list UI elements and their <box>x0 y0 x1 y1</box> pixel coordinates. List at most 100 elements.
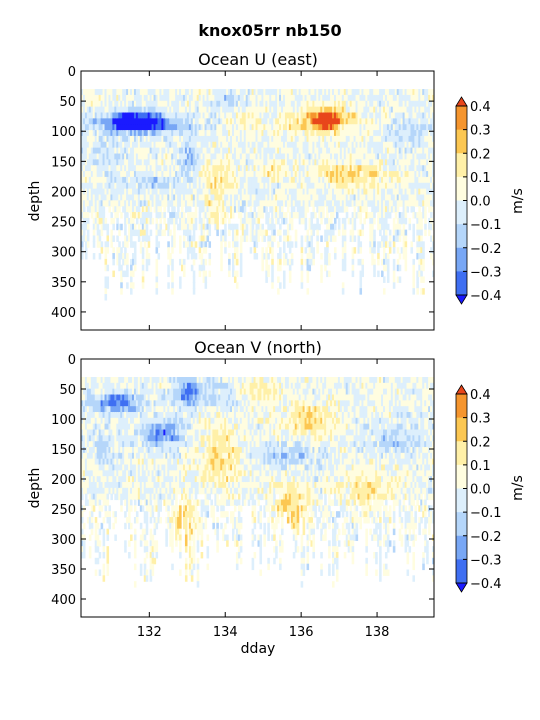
heatmap-cell <box>390 124 394 131</box>
heatmap-cell <box>222 200 225 207</box>
heatmap-cell <box>261 188 264 196</box>
heatmap-cell <box>110 94 113 102</box>
heatmap-cell <box>86 194 90 201</box>
heatmap-cell <box>88 493 92 501</box>
heatmap-cell <box>330 182 333 190</box>
heatmap-cell <box>418 253 421 260</box>
heatmap-cell <box>377 112 380 119</box>
heatmap-cell <box>322 118 325 125</box>
heatmap-cell <box>194 165 198 172</box>
heatmap-cell <box>357 100 361 108</box>
heatmap-cell <box>300 253 304 260</box>
heatmap-cell <box>398 118 402 125</box>
heatmap-cell <box>118 124 121 131</box>
heatmap-cell <box>232 241 235 248</box>
heatmap-cell <box>163 94 166 102</box>
heatmap-cell <box>286 135 290 143</box>
heatmap-cell <box>218 141 221 149</box>
heatmap-cell <box>267 106 270 114</box>
heatmap-cell <box>84 447 88 454</box>
heatmap-cell <box>428 176 431 184</box>
heatmap-cell <box>386 118 390 125</box>
heatmap-cell <box>249 194 253 201</box>
heatmap-cell <box>100 141 104 149</box>
heatmap-cell <box>88 487 92 495</box>
heatmap-cell <box>428 223 431 231</box>
heatmap-cell <box>194 100 198 108</box>
heatmap-cell <box>141 188 145 196</box>
heatmap-cell <box>118 112 121 119</box>
heatmap-cell <box>320 165 323 172</box>
heatmap-cell <box>245 124 249 131</box>
heatmap-cell <box>239 270 243 278</box>
heatmap-cell <box>192 112 196 119</box>
heatmap-cell <box>122 188 125 196</box>
heatmap-cell <box>118 147 121 155</box>
heatmap-cell <box>422 153 425 160</box>
heatmap-cell <box>294 159 298 166</box>
heatmap-cell <box>426 188 429 196</box>
heatmap-cell <box>173 141 176 149</box>
heatmap-cell <box>177 135 180 143</box>
heatmap-cell <box>363 153 366 160</box>
heatmap-cell <box>345 130 349 137</box>
heatmap-cell <box>112 135 115 143</box>
heatmap-cell <box>198 130 202 137</box>
heatmap-cell <box>367 100 370 108</box>
heatmap-cell <box>92 94 96 102</box>
heatmap-cell <box>100 147 104 155</box>
heatmap-cell <box>408 176 412 184</box>
heatmap-cell <box>286 200 290 207</box>
heatmap-cell <box>288 212 292 219</box>
heatmap-cell <box>383 153 386 160</box>
heatmap-cell <box>430 176 433 184</box>
heatmap-cell <box>173 165 176 172</box>
heatmap-cell <box>418 270 421 278</box>
heatmap-cell <box>261 118 264 125</box>
heatmap-cell <box>116 206 119 213</box>
heatmap-cell <box>196 182 200 190</box>
heatmap-cell <box>373 258 376 266</box>
heatmap-cell <box>202 206 206 213</box>
heatmap-cell <box>86 241 90 248</box>
heatmap-cell <box>371 124 374 131</box>
heatmap-cell <box>335 89 339 96</box>
heatmap-cell <box>126 253 129 260</box>
heatmap-cell <box>290 182 294 190</box>
heatmap-cell <box>396 106 400 114</box>
heatmap-cell <box>261 153 264 160</box>
heatmap-cell <box>426 171 429 178</box>
heatmap-cell <box>128 176 131 184</box>
heatmap-cell <box>422 188 425 196</box>
heatmap-cell <box>133 241 137 248</box>
heatmap-cell <box>388 141 392 149</box>
heatmap-cell <box>214 188 217 196</box>
heatmap-cell <box>308 100 312 108</box>
heatmap-cell <box>384 217 388 225</box>
heatmap-cell <box>306 89 310 96</box>
heatmap-cell <box>239 200 243 207</box>
heatmap-cell <box>284 253 288 260</box>
heatmap-cell <box>365 147 368 155</box>
heatmap-cell <box>279 176 282 184</box>
heatmap-cell <box>102 124 106 131</box>
heatmap-cell <box>131 124 135 131</box>
heatmap-cell <box>153 194 157 201</box>
heatmap-cell <box>169 188 172 196</box>
heatmap-cell <box>124 106 127 114</box>
heatmap-cell <box>367 159 370 166</box>
heatmap-cell <box>135 182 139 190</box>
heatmap-cell <box>196 135 200 143</box>
heatmap-cell <box>139 217 143 225</box>
heatmap-cell <box>90 482 94 489</box>
ytick-label: 350 <box>51 276 76 291</box>
heatmap-cell <box>226 124 229 131</box>
heatmap-cell <box>190 212 194 219</box>
heatmap-cell <box>92 217 96 225</box>
heatmap-cell <box>383 124 386 131</box>
heatmap-cell <box>257 153 261 160</box>
heatmap-cell <box>133 247 137 254</box>
heatmap-cell <box>373 182 376 190</box>
heatmap-cell <box>402 212 406 219</box>
heatmap-cell <box>232 124 235 131</box>
